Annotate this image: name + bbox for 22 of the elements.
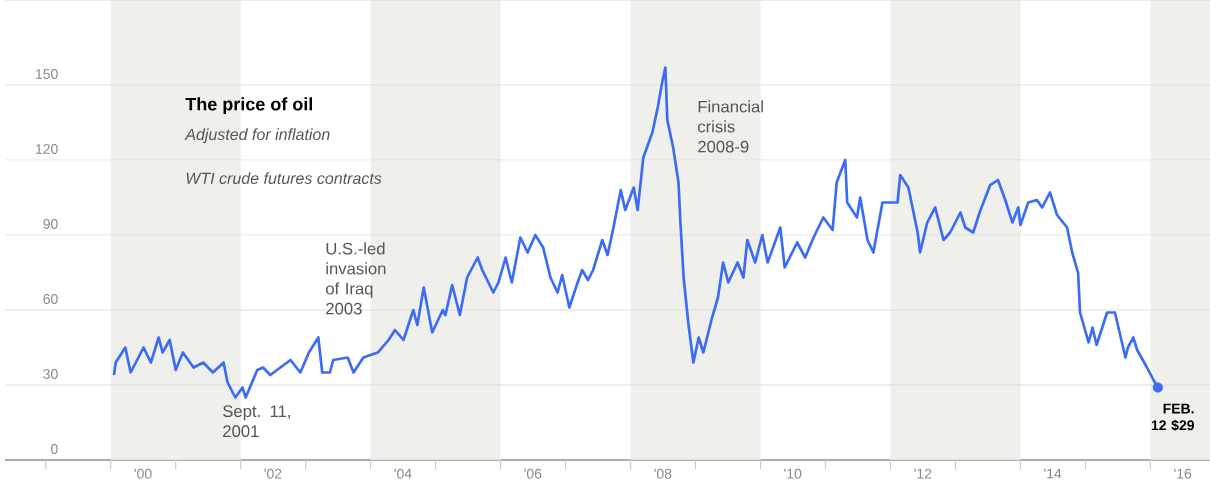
y-tick-label: 150 <box>36 69 58 79</box>
x-tick-label: '00 <box>134 468 152 479</box>
x-tick-label: '08 <box>654 468 672 479</box>
annotation: FEB. 12 $29 <box>1151 403 1195 432</box>
x-tick-label: '16 <box>1174 468 1192 479</box>
x-tick-label: '06 <box>524 468 542 479</box>
x-tick-label: '04 <box>394 468 412 479</box>
x-tick-label: '14 <box>1044 468 1062 479</box>
annotation: U.S.-led invasion of Iraq 2003 <box>326 242 386 315</box>
y-tick-label: 90 <box>43 219 58 229</box>
annotation: WTI crude futures contracts <box>186 172 382 185</box>
annotation: Financial crisis 2008-9 <box>698 100 763 153</box>
annotation: Sept. 11, 2001 <box>223 405 290 438</box>
y-tick-label: 30 <box>43 369 58 379</box>
y-tick-label: 120 <box>36 144 58 154</box>
y-tick-label: 60 <box>43 294 58 304</box>
x-tick-label: '12 <box>914 468 932 479</box>
x-tick-label: '10 <box>784 468 802 479</box>
text: The price of oil <box>185 97 313 115</box>
text: Adjusted for inflation <box>184 128 330 144</box>
x-tick-label: '02 <box>264 468 282 479</box>
y-tick-label: 0 <box>51 444 58 454</box>
